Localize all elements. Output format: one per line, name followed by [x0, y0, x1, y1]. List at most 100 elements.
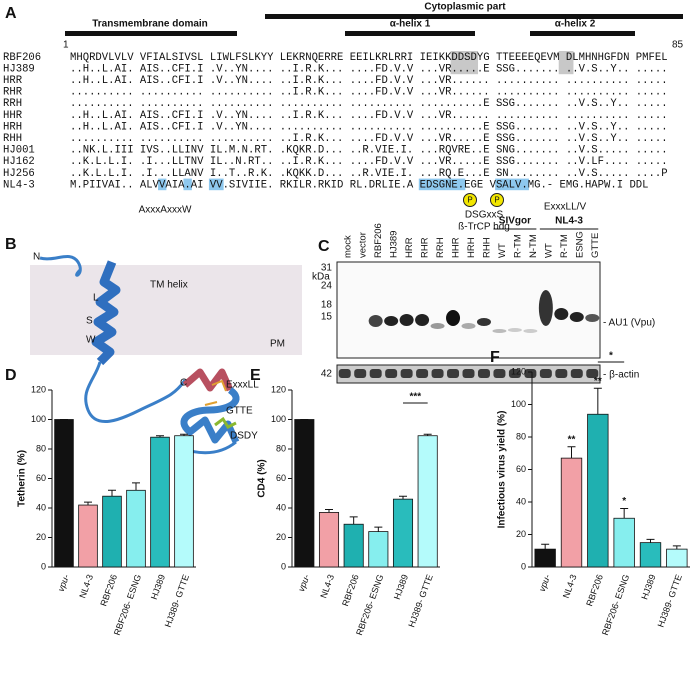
y-tick-label: 0 — [521, 561, 526, 571]
lane-label: WT — [543, 243, 554, 258]
kda-label: kDa — [312, 272, 330, 283]
actin-band — [477, 369, 490, 378]
x-tick-label: RBF206- ESNG — [354, 573, 385, 637]
lane-label: RBF206 — [373, 223, 384, 258]
header-bar — [345, 31, 475, 36]
header-bar — [65, 31, 237, 36]
band-label: - β-actin — [603, 370, 639, 381]
x-tick-label: HJ389- GTTE — [163, 573, 191, 629]
phospho-label: P — [494, 196, 499, 205]
row-name: RRH — [3, 98, 22, 110]
band-label: - AU1 (Vpu) — [603, 318, 655, 329]
panel-letter: B — [5, 236, 17, 253]
vpu-band — [415, 314, 430, 326]
highlight — [208, 178, 224, 191]
vpu-band — [384, 316, 399, 326]
x-tick-label: RBF206- ESNG — [600, 573, 631, 637]
highlight — [183, 178, 192, 191]
bar — [54, 419, 74, 568]
lane-label: RRH — [435, 237, 446, 258]
vpu-band — [461, 323, 476, 329]
row-name: RHR — [3, 87, 23, 99]
x-tick-label: HJ389 — [149, 573, 167, 601]
motif-label: DSGxxS — [465, 210, 504, 221]
vpu-band — [368, 315, 383, 327]
structure-label: ExxxLL — [226, 380, 259, 391]
header: α-helix 1 — [390, 19, 431, 30]
x-tick-label: NL4-3 — [77, 573, 95, 599]
panel-letter: A — [5, 5, 17, 22]
header: Cytoplasmic part — [424, 2, 506, 13]
vpu-band — [430, 323, 445, 329]
y-tick-label: 120 — [31, 384, 46, 394]
row-name: HRR — [3, 75, 23, 87]
panel-letter: D — [5, 367, 17, 384]
error-bar — [399, 495, 407, 500]
sequence: .......... .......... .......... .......… — [70, 98, 668, 110]
error-bar — [325, 508, 333, 513]
error-bar — [108, 489, 116, 497]
row-name: HHR — [3, 110, 23, 122]
sequence: .......... .......... .......... ..I.R.K… — [70, 133, 668, 145]
highlight — [418, 178, 466, 191]
error-bar — [646, 538, 655, 543]
lane-label: RHH — [481, 237, 492, 258]
error-bar — [84, 501, 92, 506]
structure-label: GTTE — [226, 406, 253, 417]
actin-band — [354, 369, 367, 378]
actin-band — [524, 369, 537, 378]
structure-label: TM helix — [150, 280, 188, 291]
lane-label: R-TM — [512, 234, 523, 258]
marker-label: 15 — [321, 312, 333, 323]
y-tick-label: 20 — [276, 532, 286, 542]
significance-label: ** — [568, 434, 576, 445]
sequence: ..H..L.AI. AIS..CFI.I .V..YN.... ..I.R.K… — [70, 63, 668, 75]
marker-label: 18 — [321, 300, 333, 311]
header-bar — [530, 31, 635, 36]
y-axis-label: CD4 (%) — [257, 459, 268, 497]
actin-band — [493, 369, 506, 378]
panel-letter: E — [250, 367, 261, 384]
sidechains — [204, 379, 227, 406]
bar — [126, 489, 146, 568]
y-tick-label: 100 — [31, 414, 46, 424]
y-tick-label: 100 — [511, 399, 526, 409]
bar — [78, 504, 98, 568]
bracket-label: * — [609, 351, 613, 362]
y-tick-label: 60 — [36, 473, 46, 483]
vpu-band — [492, 329, 507, 333]
error-bar — [132, 482, 140, 491]
bar — [666, 548, 688, 568]
motif-label: ß-TrCP bdg — [458, 222, 510, 233]
y-tick-label: 40 — [516, 496, 526, 506]
sequence: .......... .......... .......... ..I.R.K… — [70, 87, 668, 99]
position-label: 85 — [672, 40, 684, 51]
bar — [392, 498, 414, 568]
group-label: SIVgor — [499, 216, 531, 227]
lane-label: WT — [497, 243, 508, 258]
actin-band — [400, 369, 413, 378]
structure-art — [30, 255, 302, 455]
bracket-label: *** — [409, 392, 421, 403]
significance-label: * — [622, 496, 626, 507]
row-name: HJ256 — [3, 168, 35, 180]
vpu-band — [399, 314, 414, 326]
lane-label: HRR — [404, 237, 415, 258]
error-bar — [156, 435, 164, 438]
error-bar — [672, 545, 681, 550]
lane-label: R-TM — [559, 234, 570, 258]
bar — [639, 542, 662, 568]
helix-2 — [180, 387, 240, 444]
bar — [560, 457, 583, 568]
error-bar — [541, 543, 550, 550]
vpu-band — [523, 329, 538, 333]
x-tick-label: HJ389 — [392, 573, 410, 601]
y-tick-label: 20 — [516, 529, 526, 539]
row-name: HJ162 — [3, 156, 35, 168]
actin-band — [447, 369, 460, 378]
error-bar — [180, 433, 188, 436]
bar — [613, 517, 635, 568]
structure-label: L — [93, 293, 99, 304]
lane-label: vector — [358, 232, 369, 258]
y-tick-label: 40 — [36, 502, 46, 512]
